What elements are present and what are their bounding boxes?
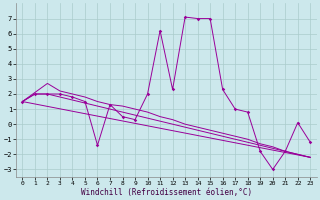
X-axis label: Windchill (Refroidissement éolien,°C): Windchill (Refroidissement éolien,°C) <box>81 188 252 197</box>
